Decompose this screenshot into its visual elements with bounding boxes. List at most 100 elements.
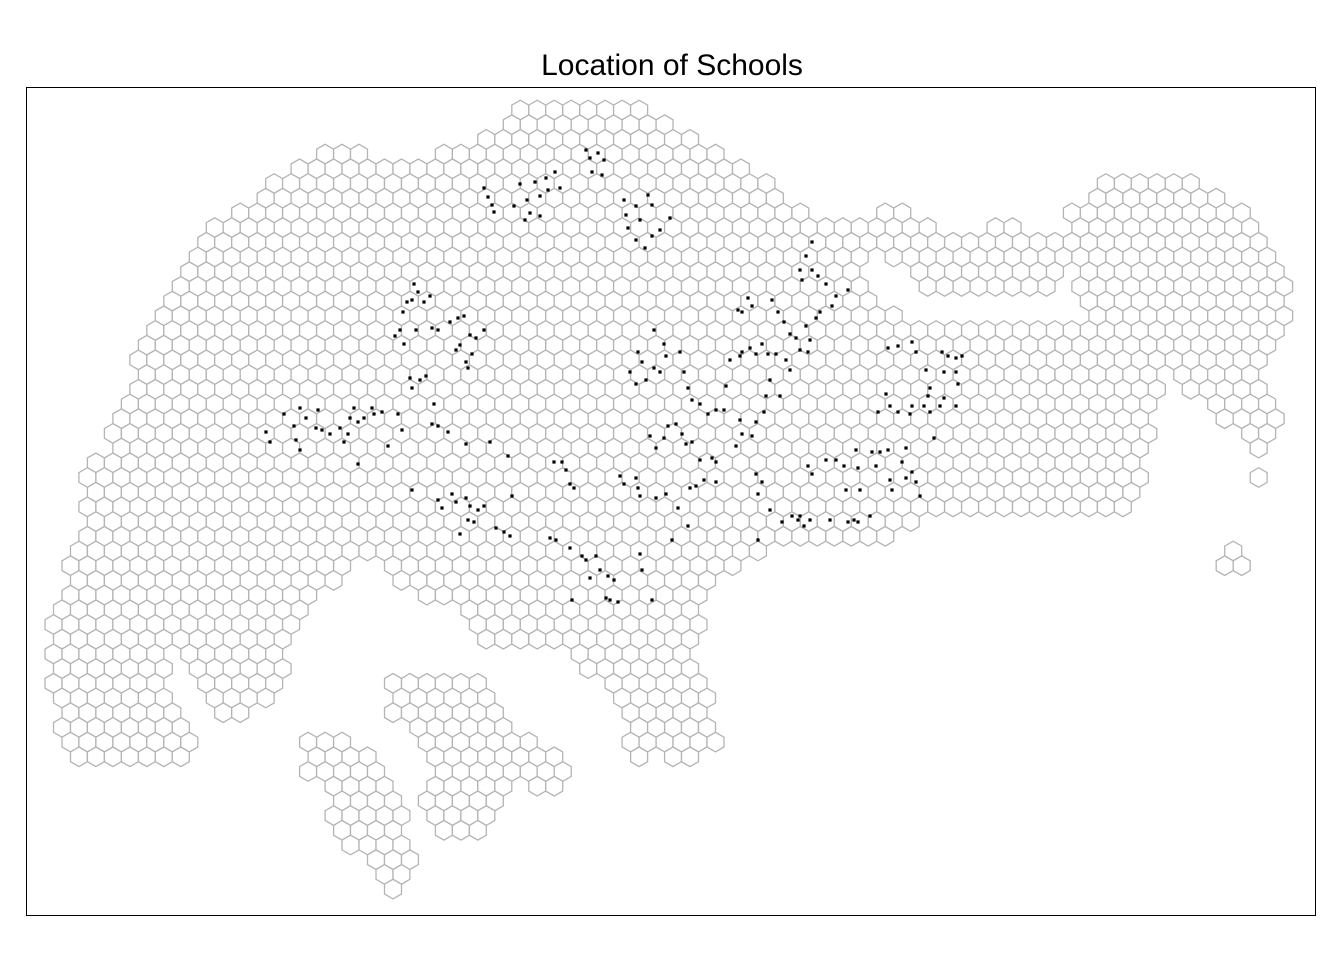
school-point	[396, 412, 400, 416]
school-point	[688, 486, 692, 490]
school-point	[728, 358, 732, 362]
school-point	[888, 478, 892, 482]
school-point	[402, 342, 406, 346]
hexagon-cell	[935, 275, 954, 297]
school-point	[896, 344, 900, 348]
hexagon-cell	[231, 702, 250, 724]
school-point	[544, 176, 548, 180]
school-point	[706, 412, 710, 416]
hexagon-cell	[1096, 496, 1116, 518]
hexagon-cell	[358, 540, 377, 562]
school-point	[798, 348, 802, 352]
hexagon-cell	[392, 569, 411, 591]
school-point	[618, 474, 622, 478]
school-point	[264, 430, 268, 434]
hexagon-grid-layer	[44, 99, 1294, 900]
school-point	[854, 448, 858, 452]
school-point	[686, 524, 690, 528]
school-point	[904, 446, 908, 450]
school-point	[650, 598, 654, 602]
school-point	[600, 173, 604, 177]
school-point	[634, 476, 638, 480]
school-point	[488, 440, 492, 444]
school-point	[533, 180, 537, 184]
school-point	[740, 350, 744, 354]
hexagon-cell	[723, 555, 742, 577]
school-point	[454, 500, 458, 504]
hexagon-cell	[808, 525, 827, 547]
school-point	[298, 406, 302, 410]
hexagon-cell	[748, 540, 768, 562]
school-point	[756, 538, 760, 542]
school-point	[604, 596, 608, 600]
school-point	[602, 158, 606, 162]
school-point	[410, 488, 414, 492]
school-point	[292, 424, 296, 428]
hexagon-cell	[1028, 496, 1048, 518]
school-point	[834, 458, 838, 462]
school-point	[960, 354, 964, 358]
school-point	[572, 486, 576, 490]
school-point	[584, 148, 588, 152]
school-point	[518, 182, 522, 186]
school-point	[804, 254, 808, 258]
school-point	[464, 496, 468, 500]
school-point	[808, 518, 812, 522]
school-point	[798, 268, 802, 272]
school-point	[606, 574, 610, 578]
school-point	[810, 240, 814, 244]
hexagon-cell	[842, 525, 861, 547]
school-point	[552, 460, 556, 464]
school-point	[790, 514, 794, 518]
school-point	[868, 514, 872, 518]
school-point	[584, 558, 588, 562]
school-point	[810, 268, 814, 272]
hexagon-cell	[1181, 378, 1200, 400]
school-point	[886, 346, 890, 350]
school-point	[328, 432, 332, 436]
school-point	[738, 418, 742, 422]
hexagon-cell	[960, 496, 980, 518]
hexagon-cell	[1232, 555, 1251, 577]
school-point	[956, 382, 960, 386]
school-point	[568, 546, 572, 550]
school-point	[320, 428, 324, 432]
hexagon-cell	[791, 525, 810, 547]
hexagon-cell	[927, 496, 946, 518]
school-point	[418, 378, 422, 382]
school-point	[754, 472, 758, 476]
school-point	[910, 340, 914, 344]
school-point	[698, 402, 702, 406]
school-point	[612, 578, 616, 582]
hexagon-cell	[434, 819, 454, 841]
school-point	[904, 476, 908, 480]
school-point	[616, 600, 620, 604]
school-point	[626, 226, 630, 230]
school-point	[548, 536, 552, 540]
school-point	[878, 450, 882, 454]
school-point	[408, 376, 412, 380]
school-point	[523, 218, 527, 222]
hexagon-cell	[884, 246, 903, 268]
school-point	[658, 370, 662, 374]
school-point	[662, 342, 666, 346]
school-point	[928, 386, 932, 390]
school-point	[876, 410, 880, 414]
school-point	[298, 448, 302, 452]
hexagon-cell	[417, 584, 437, 606]
school-point	[852, 518, 856, 522]
school-point	[830, 304, 834, 308]
school-point	[494, 526, 498, 530]
hexagon-cell	[994, 496, 1014, 518]
hexagon-cell	[154, 746, 173, 768]
hexagon-cell	[477, 628, 496, 650]
school-point	[570, 598, 574, 602]
school-point	[722, 408, 726, 412]
school-point	[794, 336, 798, 340]
school-point	[652, 366, 656, 370]
school-point	[594, 554, 598, 558]
school-point	[756, 492, 760, 496]
school-point	[924, 368, 928, 372]
school-point	[588, 576, 592, 580]
